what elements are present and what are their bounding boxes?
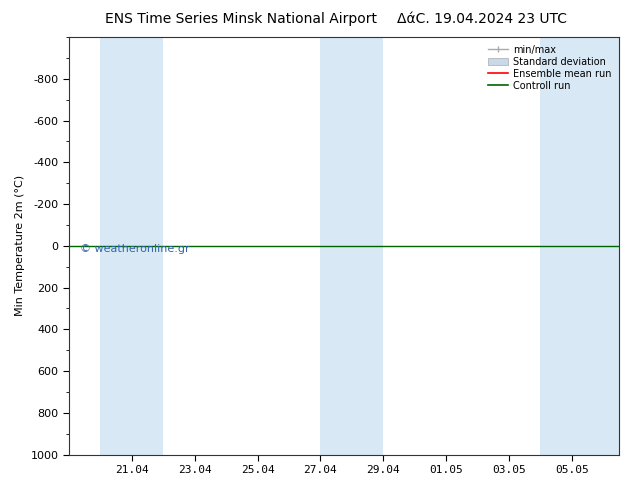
Text: ENS Time Series Minsk National Airport: ENS Time Series Minsk National Airport (105, 12, 377, 26)
Legend: min/max, Standard deviation, Ensemble mean run, Controll run: min/max, Standard deviation, Ensemble me… (486, 42, 614, 94)
Bar (540, 37, 619, 455)
Bar (320, 37, 384, 455)
Y-axis label: Min Temperature 2m (°C): Min Temperature 2m (°C) (15, 175, 25, 317)
Bar (100, 37, 164, 455)
Text: © weatheronline.gr: © weatheronline.gr (80, 244, 190, 254)
Text: ΔάϹ. 19.04.2024 23 UTC: ΔάϹ. 19.04.2024 23 UTC (397, 12, 567, 26)
